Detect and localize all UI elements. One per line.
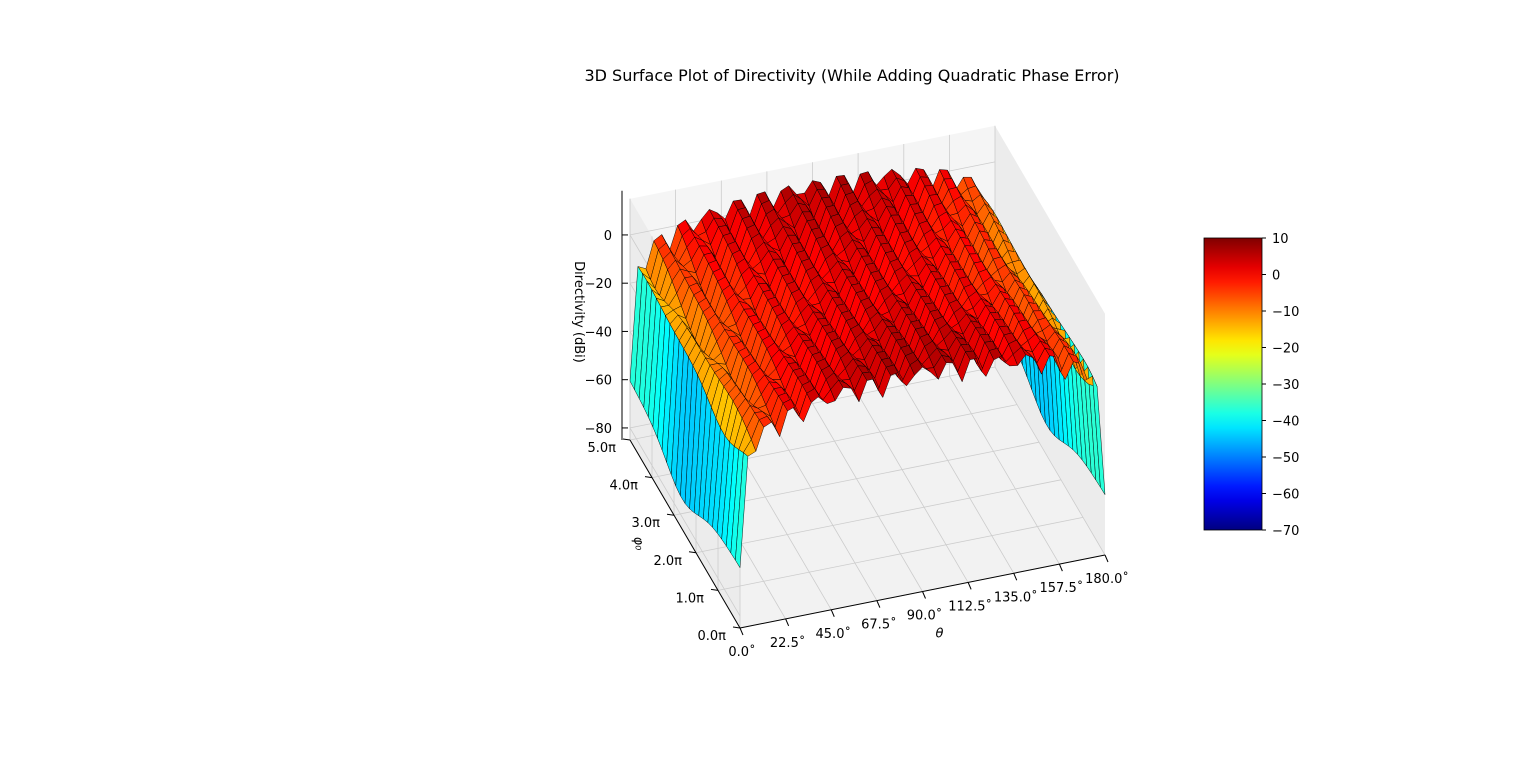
z-tick-label: −40: [585, 325, 612, 340]
colorbar-tick-label: −20: [1272, 342, 1299, 357]
colorbar-tick-label: −30: [1272, 378, 1299, 393]
colorbar-rect: [1203, 237, 1263, 531]
phi0-tick: [732, 626, 741, 629]
phi0-tick-label: 3.0π: [631, 516, 660, 531]
z-tick-label: −60: [585, 374, 612, 389]
theta-tick-label: 45.0˚: [816, 626, 851, 642]
z-axis-label: Directivity (dBi): [571, 261, 586, 363]
phi0-tick: [688, 551, 697, 554]
colorbar-tick-label: −10: [1272, 305, 1299, 320]
theta-tick: [922, 591, 926, 599]
theta-tick-label: 157.5˚: [1040, 580, 1084, 596]
chart-title: 3D Surface Plot of Directivity (While Ad…: [584, 66, 1120, 85]
z-tick-label: 0: [604, 229, 612, 244]
theta-tick-label: 112.5˚: [948, 598, 992, 614]
theta-tick-label: 22.5˚: [770, 635, 805, 651]
theta-tick-label: 0.0˚: [728, 644, 755, 660]
phi0-tick: [644, 476, 653, 479]
theta-tick: [1058, 563, 1063, 572]
theta-tick: [1013, 573, 1018, 581]
phi0-tick-label: 5.0π: [587, 441, 616, 456]
phi0-axis-line: [629, 439, 741, 629]
colorbar-tick-label: 10: [1272, 232, 1289, 247]
theta-tick: [876, 600, 881, 608]
z-tick-label: −80: [585, 422, 612, 437]
phi0-axis-label: φ₀: [630, 535, 647, 552]
surface-mesh: [629, 167, 1106, 569]
phi0-tick: [622, 438, 631, 441]
theta-tick-label: 135.0˚: [994, 589, 1038, 605]
colorbar-tick-label: −60: [1272, 488, 1299, 503]
theta-tick: [1104, 554, 1109, 563]
axes: 0.0˚ 22.5˚ 45.0˚ 67.5˚ 90.0˚ 112.5˚135.0˚157.…: [571, 190, 1129, 660]
theta-tick: [830, 609, 835, 617]
phi0-tick-label: 4.0π: [609, 479, 638, 494]
colorbar-tick-label: −40: [1272, 415, 1299, 430]
theta-tick: [967, 582, 972, 590]
theta-tick-label: 180.0˚: [1085, 571, 1129, 587]
z-tick-label: −20: [585, 277, 612, 292]
colorbar-tick-label: −50: [1272, 451, 1299, 466]
phi0-tick-label: 2.0π: [653, 554, 682, 569]
phi0-tick-label: 0.0π: [697, 629, 726, 644]
theta-axis-label: θ: [936, 627, 944, 642]
surface-patch: [1092, 375, 1106, 495]
phi0-tick-label: 1.0π: [675, 591, 704, 606]
colorbar: 10 0 −10 −20 −30 −40 −50 −60 −70: [1203, 232, 1299, 539]
phi0-tick: [710, 588, 719, 591]
colorbar-tick-label: −70: [1272, 524, 1299, 539]
phi0-tick: [666, 513, 675, 516]
theta-tick-label: 67.5˚: [861, 617, 896, 633]
theta-tick: [785, 618, 790, 627]
theta-tick: [739, 627, 744, 636]
colorbar-tick-label: 0: [1272, 269, 1280, 284]
theta-tick-label: 90.0˚: [907, 608, 942, 624]
